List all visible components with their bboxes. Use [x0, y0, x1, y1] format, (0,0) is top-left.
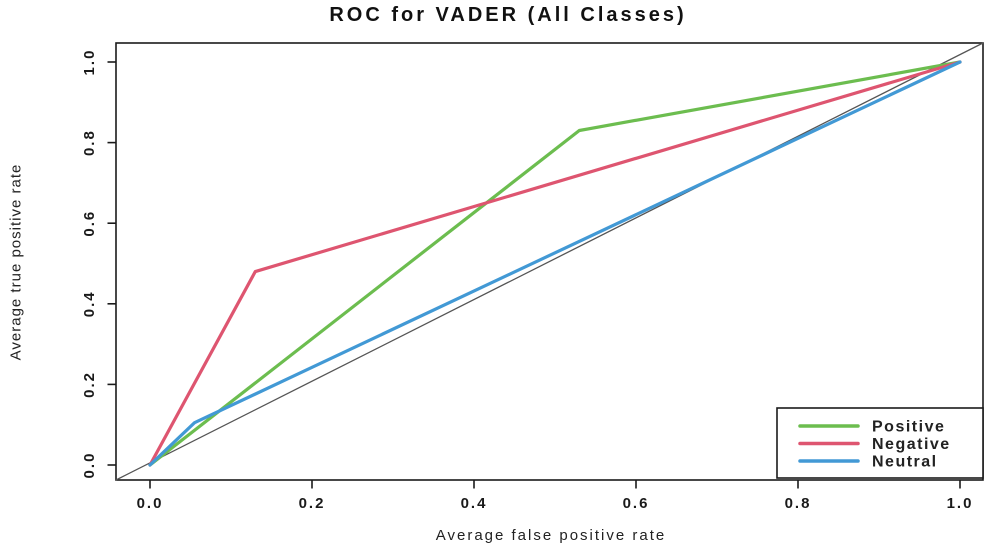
legend-entry-label: Positive: [872, 419, 945, 436]
x-tick-label: 1.0: [947, 495, 974, 512]
y-tick-label: 0.4: [81, 290, 98, 317]
reference-diagonal: [115, 42, 984, 481]
legend-entry-label: Negative: [872, 436, 951, 453]
y-axis-ticks: 0.0 0.2 0.4 0.6 0.8 1.0: [81, 49, 116, 479]
x-tick-label: 0.0: [137, 495, 164, 512]
chart-title: ROC for VADER (All Classes): [329, 4, 687, 26]
x-tick-label: 0.8: [785, 495, 812, 512]
y-tick-label: 1.0: [81, 49, 98, 76]
series-line-positive: [148, 60, 962, 467]
plot-frame: [115, 42, 984, 481]
series-line-negative: [148, 60, 962, 467]
x-axis-ticks: 0.0 0.2 0.4 0.6 0.8 1.0: [137, 480, 974, 512]
series-line-neutral: [148, 60, 962, 467]
x-tick-label: 0.2: [299, 495, 326, 512]
y-tick-label: 0.0: [81, 452, 98, 479]
x-tick-label: 0.6: [623, 495, 650, 512]
x-axis-label: Average false positive rate: [435, 527, 667, 544]
chance-diagonal-line: [115, 42, 984, 481]
x-tick-label: 0.4: [461, 495, 488, 512]
series-lines: [148, 60, 962, 467]
y-tick-label: 0.8: [81, 129, 98, 156]
legend-entry-label: Neutral: [872, 454, 938, 471]
y-tick-label: 0.2: [81, 371, 98, 398]
y-tick-label: 0.6: [81, 210, 98, 237]
y-axis-label: Average true positive rate: [7, 163, 25, 361]
